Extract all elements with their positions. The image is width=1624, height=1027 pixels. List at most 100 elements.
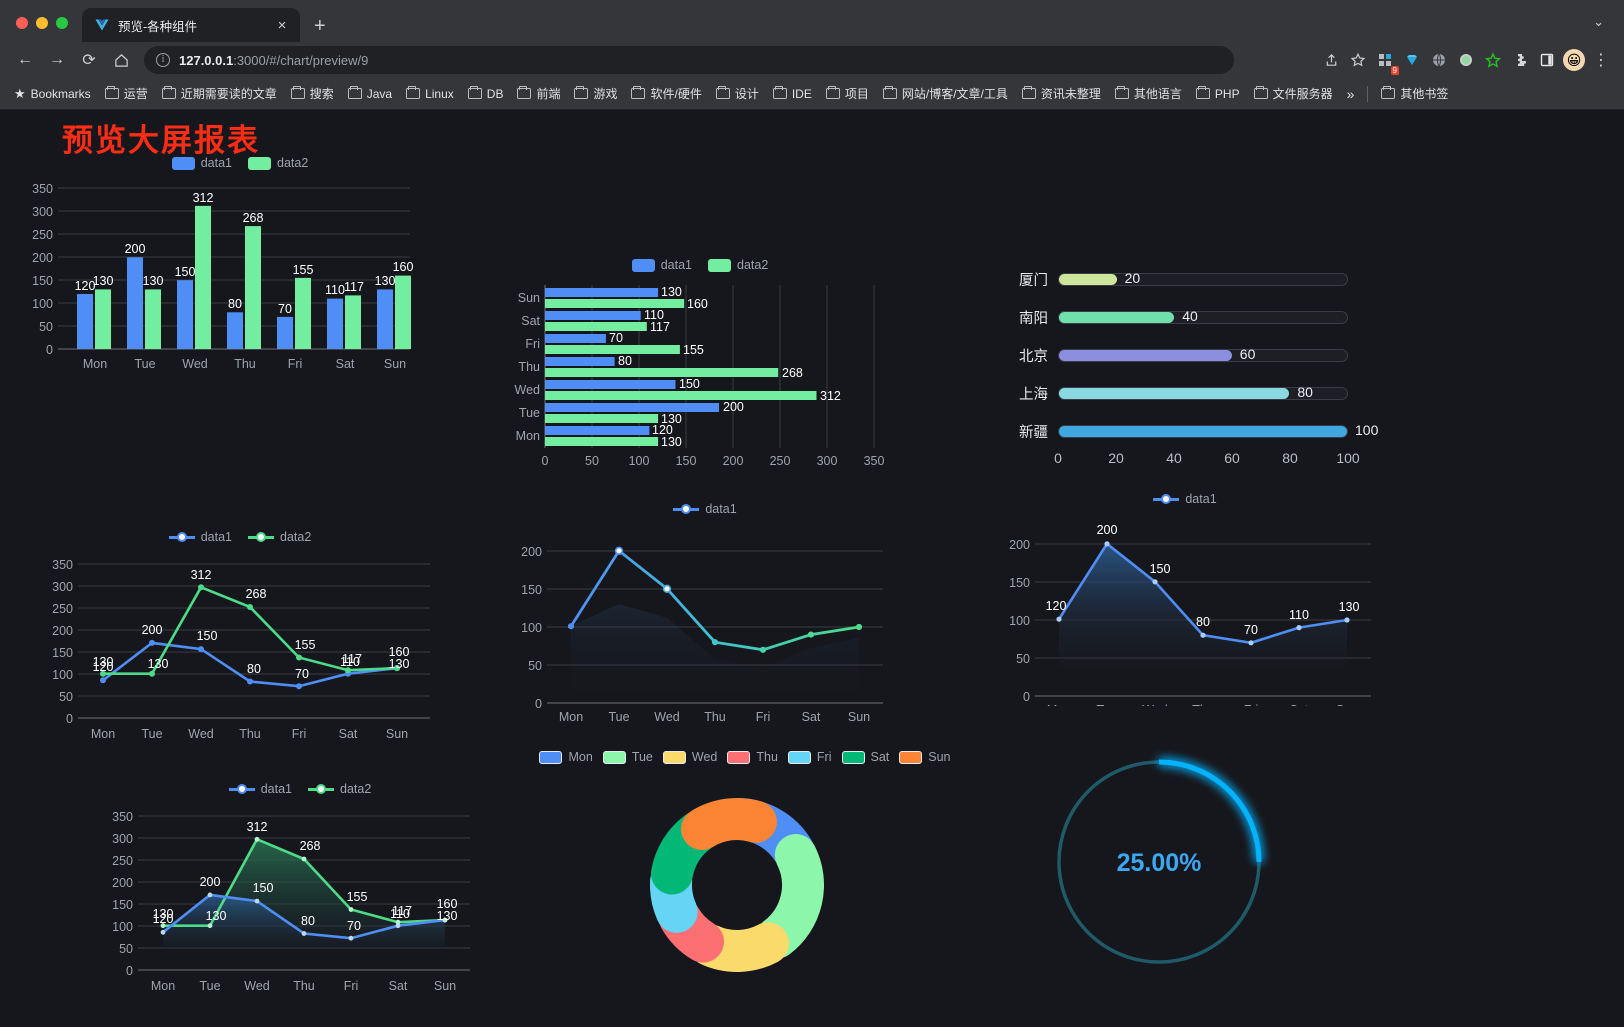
bookmark-other[interactable]: 其他书签 [1375,82,1454,105]
bar-data2[interactable] [95,289,111,349]
bookmark-folder[interactable]: 项目 [820,82,875,105]
bar-data2[interactable] [545,437,659,446]
bookmark-folder[interactable]: 前端 [511,82,566,105]
progress-row[interactable]: 南阳 40 [1000,298,1348,336]
donut-slice-sun[interactable] [646,794,828,976]
bar-data1[interactable] [545,334,606,343]
bookmark-folder[interactable]: DB [462,84,510,104]
diamond-extension-icon[interactable] [1399,47,1425,73]
address-bar[interactable]: i 127.0.0.1:3000/#/chart/preview/9 [144,46,1234,74]
bar-data2[interactable] [395,275,411,349]
bar-data1[interactable] [545,380,676,389]
legend-item-data1[interactable]: data1 [1153,492,1217,506]
bar-data1[interactable] [377,289,393,349]
puzzle-extension-icon[interactable] [1507,47,1533,73]
bar-data2[interactable] [545,368,779,377]
legend-item-mon[interactable]: Mon [539,750,593,764]
progress-row[interactable]: 新疆 100 [1000,412,1378,450]
legend-item-sun[interactable]: Sun [899,750,951,764]
globe-extension-icon[interactable] [1426,47,1452,73]
progress-row[interactable]: 北京 60 [1000,336,1348,374]
donut-slice-wed[interactable] [648,796,827,975]
bookmark-folder[interactable]: PHP [1190,84,1246,104]
bar-data2[interactable] [545,391,817,400]
bar-data2[interactable] [245,226,261,349]
bookmark-folder[interactable]: 资讯未整理 [1016,82,1107,105]
close-tab-button[interactable]: × [277,16,287,34]
legend-item-data1[interactable]: data1 [171,156,232,170]
bar-data2[interactable] [545,414,659,423]
chart-bar-horizontal[interactable]: data1 data2 [500,258,900,472]
chart-bar-vertical[interactable]: data1 data2 350 300 250 200 [20,156,460,378]
bar-data1[interactable] [277,316,293,349]
bar-data1[interactable] [77,294,93,349]
bookmark-folder[interactable]: 网站/博客/文章/工具 [877,82,1014,105]
chart-area-dual[interactable]: data1 data2 [90,782,510,998]
circle-extension-icon[interactable] [1453,47,1479,73]
browser-menu-icon[interactable]: ⋮ [1593,52,1609,69]
bar-data2[interactable] [545,345,680,354]
bar-data1[interactable] [545,311,641,320]
grid-extension-icon[interactable]: 9 [1372,47,1399,75]
progress-track[interactable]: 60 [1058,346,1348,362]
progress-row[interactable]: 上海 80 [1000,374,1348,412]
bar-data1[interactable] [545,403,719,412]
legend-item-sat[interactable]: Sat [841,750,889,764]
progress-track[interactable]: 40 [1058,308,1348,324]
bar-data2[interactable] [545,322,647,331]
home-icon[interactable] [106,45,136,75]
progress-row[interactable]: 厦门 20 [1000,260,1348,298]
bar-data2[interactable] [145,289,161,349]
bookmark-folder[interactable]: 软件/硬件 [625,82,707,105]
progress-track[interactable]: 80 [1058,384,1348,400]
legend-item-thu[interactable]: Thu [727,750,778,764]
browser-tab[interactable]: 预览-各种组件 × [82,8,300,42]
bookmark-folder[interactable]: 游戏 [568,82,623,105]
site-info-icon[interactable]: i [156,53,170,67]
bookmark-folder[interactable]: 设计 [710,82,765,105]
back-icon[interactable]: ← [17,51,33,68]
bar-data1[interactable] [545,288,659,297]
tab-search-chevron-down-icon[interactable]: ⌄ [1593,14,1604,29]
bookmark-folder[interactable]: 其他语言 [1109,82,1188,105]
bookmark-folder[interactable]: 近期需要读的文章 [156,82,283,105]
donut-slice-sat[interactable] [650,798,824,972]
minimize-window-button[interactable] [36,17,48,29]
chart-progress-bars[interactable]: 厦门 20 南阳 40 北京 60 上海 80 [1000,260,1378,472]
chart-area-single[interactable]: data1 200 150 100 50 [985,492,1385,706]
bookmark-root[interactable]: ★ Bookmarks [8,83,97,105]
bar-data1[interactable] [177,280,193,349]
chart-donut[interactable]: Mon Tue Wed Thu Fri Sat Sun [539,750,951,990]
bookmark-folder[interactable]: Linux [400,84,460,104]
legend-item-data1[interactable]: data1 [673,502,737,516]
legend-item-fri[interactable]: Fri [787,750,832,764]
bar-data1[interactable] [327,298,343,349]
bar-data1[interactable] [227,312,243,349]
forward-icon[interactable]: → [49,51,65,68]
sidepanel-icon[interactable] [1534,47,1560,73]
bookmark-star-icon[interactable] [1345,47,1371,73]
bookmark-folder[interactable]: 搜索 [285,82,340,105]
bar-data1[interactable] [545,357,615,366]
legend-item-data1[interactable]: data1 [631,258,692,272]
legend-item-data1[interactable]: data1 [168,530,232,544]
chart-gauge[interactable]: 25.00% [1030,730,1290,1000]
reload-icon[interactable]: ⟳ [82,52,96,69]
share-icon[interactable] [1318,47,1344,73]
chart-line-dual[interactable]: data1 data2 350 300 250 200 [30,530,450,746]
legend-item-data2[interactable]: data2 [248,530,311,544]
bar-data1[interactable] [545,426,650,435]
legend-item-data2[interactable]: data2 [248,156,308,170]
bar-data2[interactable] [295,277,311,349]
bookmark-folder[interactable]: 文件服务器 [1248,82,1339,105]
donut-slice-fri[interactable] [650,798,824,972]
progress-track[interactable]: 100 [1058,422,1378,438]
avatar[interactable]: 😀 [1561,47,1587,73]
bar-data2[interactable] [195,205,211,349]
bar-data2[interactable] [345,295,361,349]
new-tab-button[interactable]: + [314,15,326,37]
bookmarks-overflow-button[interactable]: » [1346,85,1355,102]
legend-item-data1[interactable]: data1 [228,782,292,796]
window-controls[interactable] [0,17,82,42]
chart-line-gradient[interactable]: data1 [505,502,905,723]
